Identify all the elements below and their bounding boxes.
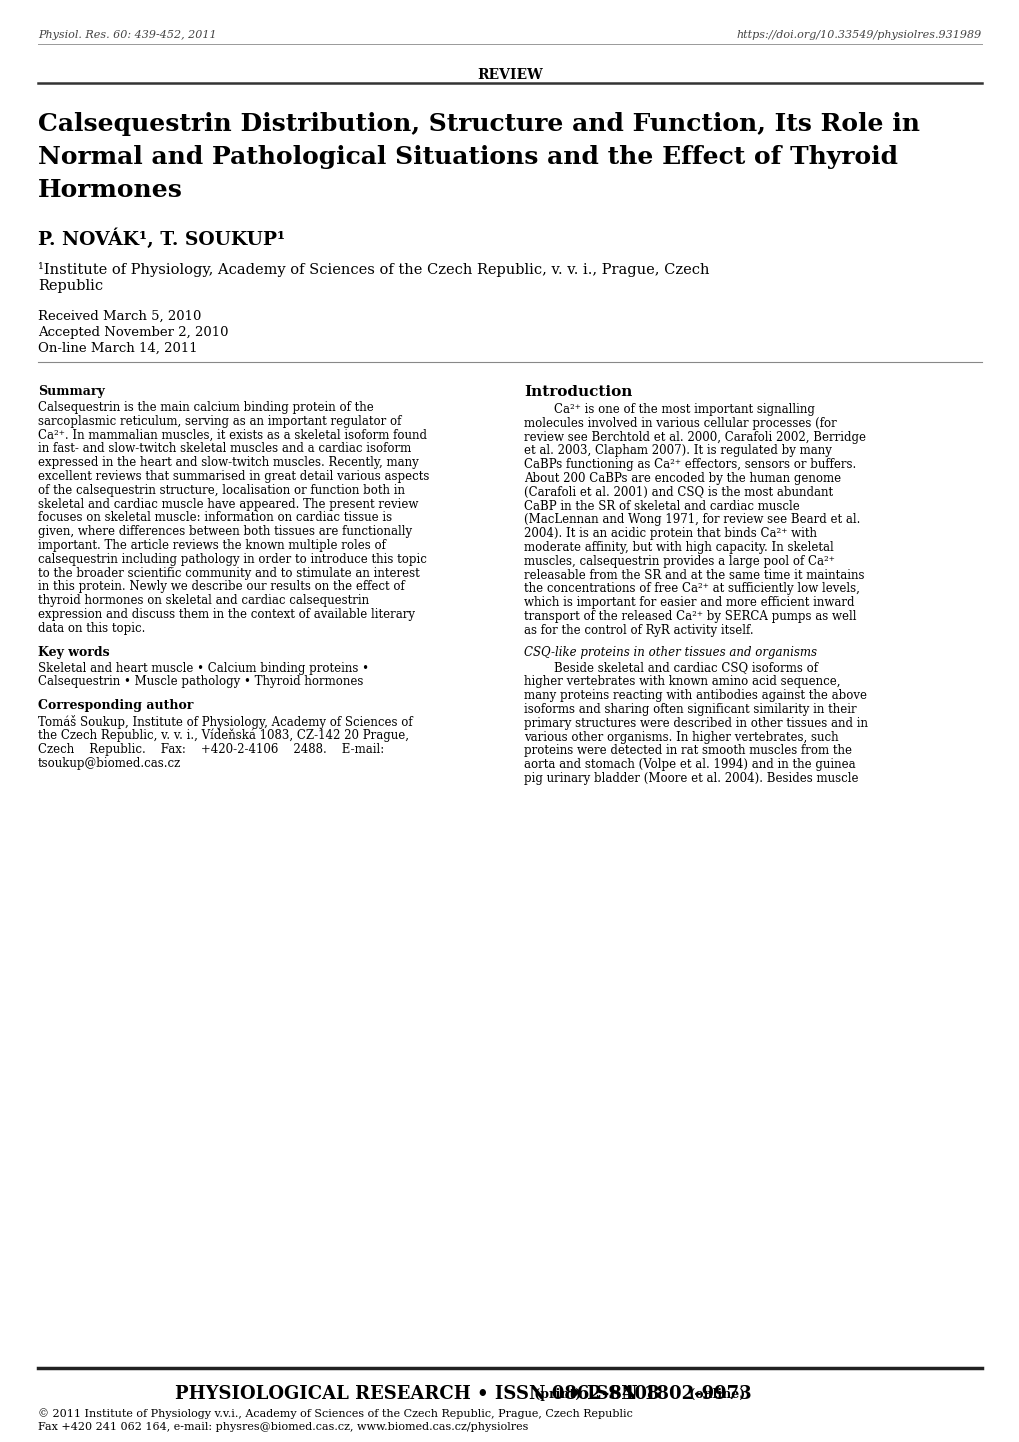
Text: proteins were detected in rat smooth muscles from the: proteins were detected in rat smooth mus…: [524, 744, 851, 757]
Text: the concentrations of free Ca²⁺ at sufficiently low levels,: the concentrations of free Ca²⁺ at suffi…: [524, 583, 859, 596]
Text: releasable from the SR and at the same time it maintains: releasable from the SR and at the same t…: [524, 568, 864, 581]
Text: to the broader scientific community and to stimulate an interest: to the broader scientific community and …: [38, 567, 420, 580]
Text: thyroid hormones on skeletal and cardiac calsequestrin: thyroid hormones on skeletal and cardiac…: [38, 594, 369, 607]
Text: Physiol. Res. 60: 439-452, 2011: Physiol. Res. 60: 439-452, 2011: [38, 30, 216, 40]
Text: as for the control of RyR activity itself.: as for the control of RyR activity itsel…: [524, 624, 753, 637]
Text: transport of the released Ca²⁺ by SERCA pumps as well: transport of the released Ca²⁺ by SERCA …: [524, 610, 856, 623]
Text: Skeletal and heart muscle • Calcium binding proteins •: Skeletal and heart muscle • Calcium bind…: [38, 662, 369, 675]
Text: 2004). It is an acidic protein that binds Ca²⁺ with: 2004). It is an acidic protein that bind…: [524, 528, 816, 541]
Text: Fax +420 241 062 164, e-mail: physres@biomed.cas.cz, www.biomed.cas.cz/physiolre: Fax +420 241 062 164, e-mail: physres@bi…: [38, 1422, 528, 1432]
Text: Ca²⁺ is one of the most important signalling: Ca²⁺ is one of the most important signal…: [524, 402, 814, 415]
Text: excellent reviews that summarised in great detail various aspects: excellent reviews that summarised in gre…: [38, 470, 429, 483]
Text: in this protein. Newly we describe our results on the effect of: in this protein. Newly we describe our r…: [38, 580, 405, 594]
Text: https://doi.org/10.33549/physiolres.931989: https://doi.org/10.33549/physiolres.9319…: [736, 30, 981, 40]
Text: the Czech Republic, v. v. i., Vídeňská 1083, CZ-142 20 Prague,: the Czech Republic, v. v. i., Vídeňská 1…: [38, 730, 409, 743]
Text: data on this topic.: data on this topic.: [38, 622, 146, 634]
Text: higher vertebrates with known amino acid sequence,: higher vertebrates with known amino acid…: [524, 675, 840, 688]
Text: REVIEW: REVIEW: [477, 68, 542, 82]
Text: primary structures were described in other tissues and in: primary structures were described in oth…: [524, 717, 867, 730]
Text: Accepted November 2, 2010: Accepted November 2, 2010: [38, 326, 228, 339]
Text: Beside skeletal and cardiac CSQ isoforms of: Beside skeletal and cardiac CSQ isoforms…: [524, 662, 817, 675]
Text: Corresponding author: Corresponding author: [38, 699, 194, 712]
Text: (Carafoli et al. 2001) and CSQ is the most abundant: (Carafoli et al. 2001) and CSQ is the mo…: [524, 486, 833, 499]
Text: • ISSN 1802-9973: • ISSN 1802-9973: [562, 1384, 751, 1403]
Text: Calsequestrin • Muscle pathology • Thyroid hormones: Calsequestrin • Muscle pathology • Thyro…: [38, 675, 363, 688]
Text: calsequestrin including pathology in order to introduce this topic: calsequestrin including pathology in ord…: [38, 552, 427, 565]
Text: (print): (print): [530, 1389, 581, 1402]
Text: About 200 CaBPs are encoded by the human genome: About 200 CaBPs are encoded by the human…: [524, 472, 841, 485]
Text: Introduction: Introduction: [524, 385, 632, 399]
Text: Republic: Republic: [38, 278, 103, 293]
Text: given, where differences between both tissues are functionally: given, where differences between both ti…: [38, 525, 412, 538]
Text: Key words: Key words: [38, 646, 109, 659]
Text: et al. 2003, Clapham 2007). It is regulated by many: et al. 2003, Clapham 2007). It is regula…: [524, 444, 832, 457]
Text: muscles, calsequestrin provides a large pool of Ca²⁺: muscles, calsequestrin provides a large …: [524, 555, 835, 568]
Text: P. NOVÁK¹, T. SOUKUP¹: P. NOVÁK¹, T. SOUKUP¹: [38, 228, 285, 248]
Text: © 2011 Institute of Physiology v.v.i., Academy of Sciences of the Czech Republic: © 2011 Institute of Physiology v.v.i., A…: [38, 1407, 632, 1419]
Text: Normal and Pathological Situations and the Effect of Thyroid: Normal and Pathological Situations and t…: [38, 146, 897, 169]
Text: CaBP in the SR of skeletal and cardiac muscle: CaBP in the SR of skeletal and cardiac m…: [524, 499, 799, 512]
Text: Summary: Summary: [38, 385, 105, 398]
Text: (online): (online): [685, 1389, 745, 1402]
Text: PHYSIOLOGICAL RESEARCH • ISSN 0862-8408: PHYSIOLOGICAL RESEARCH • ISSN 0862-8408: [175, 1384, 659, 1403]
Text: skeletal and cardiac muscle have appeared. The present review: skeletal and cardiac muscle have appeare…: [38, 497, 418, 510]
Text: sarcoplasmic reticulum, serving as an important regulator of: sarcoplasmic reticulum, serving as an im…: [38, 415, 401, 428]
Text: moderate affinity, but with high capacity. In skeletal: moderate affinity, but with high capacit…: [524, 541, 833, 554]
Text: Received March 5, 2010: Received March 5, 2010: [38, 310, 201, 323]
Text: which is important for easier and more efficient inward: which is important for easier and more e…: [524, 596, 854, 609]
Text: Ca²⁺. In mammalian muscles, it exists as a skeletal isoform found: Ca²⁺. In mammalian muscles, it exists as…: [38, 428, 427, 441]
Text: expressed in the heart and slow-twitch muscles. Recently, many: expressed in the heart and slow-twitch m…: [38, 456, 419, 469]
Text: aorta and stomach (Volpe et al. 1994) and in the guinea: aorta and stomach (Volpe et al. 1994) an…: [524, 758, 855, 771]
Text: ¹Institute of Physiology, Academy of Sciences of the Czech Republic, v. v. i., P: ¹Institute of Physiology, Academy of Sci…: [38, 262, 709, 277]
Text: Calsequestrin is the main calcium binding protein of the: Calsequestrin is the main calcium bindin…: [38, 401, 373, 414]
Text: Tomáš Soukup, Institute of Physiology, Academy of Sciences of: Tomáš Soukup, Institute of Physiology, A…: [38, 715, 413, 730]
Text: important. The article reviews the known multiple roles of: important. The article reviews the known…: [38, 539, 385, 552]
Text: of the calsequestrin structure, localisation or function both in: of the calsequestrin structure, localisa…: [38, 485, 405, 497]
Text: in fast- and slow-twitch skeletal muscles and a cardiac isoform: in fast- and slow-twitch skeletal muscle…: [38, 443, 411, 456]
Text: tsoukup@biomed.cas.cz: tsoukup@biomed.cas.cz: [38, 757, 181, 770]
Text: CaBPs functioning as Ca²⁺ effectors, sensors or buffers.: CaBPs functioning as Ca²⁺ effectors, sen…: [524, 459, 855, 472]
Text: focuses on skeletal muscle: information on cardiac tissue is: focuses on skeletal muscle: information …: [38, 512, 391, 525]
Text: isoforms and sharing often significant similarity in their: isoforms and sharing often significant s…: [524, 704, 856, 717]
Text: various other organisms. In higher vertebrates, such: various other organisms. In higher verte…: [524, 731, 838, 744]
Text: Hormones: Hormones: [38, 177, 182, 202]
Text: CSQ-like proteins in other tissues and organisms: CSQ-like proteins in other tissues and o…: [524, 646, 816, 659]
Text: (MacLennan and Wong 1971, for review see Beard et al.: (MacLennan and Wong 1971, for review see…: [524, 513, 860, 526]
Text: Czech    Republic.    Fax:    +420-2-4106    2488.    E-mail:: Czech Republic. Fax: +420-2-4106 2488. E…: [38, 743, 384, 756]
Text: pig urinary bladder (Moore et al. 2004). Besides muscle: pig urinary bladder (Moore et al. 2004).…: [524, 771, 858, 784]
Text: On-line March 14, 2011: On-line March 14, 2011: [38, 342, 198, 355]
Text: many proteins reacting with antibodies against the above: many proteins reacting with antibodies a…: [524, 689, 866, 702]
Text: molecules involved in various cellular processes (for: molecules involved in various cellular p…: [524, 417, 836, 430]
Text: review see Berchtold et al. 2000, Carafoli 2002, Berridge: review see Berchtold et al. 2000, Carafo…: [524, 431, 865, 444]
Text: expression and discuss them in the context of available literary: expression and discuss them in the conte…: [38, 609, 415, 622]
Text: Calsequestrin Distribution, Structure and Function, Its Role in: Calsequestrin Distribution, Structure an…: [38, 112, 919, 136]
